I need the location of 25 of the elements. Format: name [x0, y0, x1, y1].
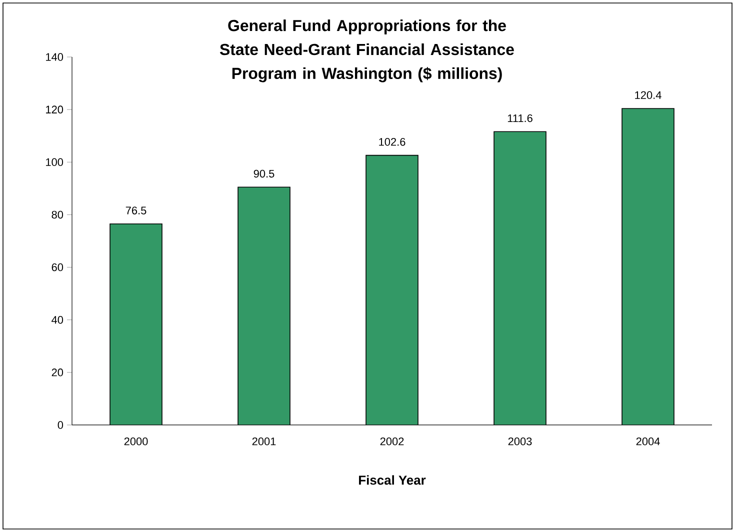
y-tick-label: 120 — [46, 106, 64, 114]
x-tick-label: 2001 — [252, 438, 276, 446]
y-tick-label: 100 — [46, 158, 64, 166]
x-tick-label: 2002 — [380, 438, 404, 446]
x-tick-label: 2000 — [124, 438, 148, 446]
chart-title: General Fund Appropriations for the State Need-Grant Financial Assistance Program in Washington ($ millions) — [220, 20, 514, 82]
y-tick-label: 20 — [52, 368, 64, 376]
y-tick-label: 0 — [58, 421, 64, 429]
bar — [238, 186, 290, 425]
bar — [110, 224, 162, 425]
y-tick-label: 80 — [52, 210, 64, 219]
y-tick-label: 60 — [52, 263, 64, 272]
data-label: 76.5 — [126, 206, 146, 214]
bar — [622, 108, 674, 425]
x-tick-label: 2004 — [636, 438, 660, 446]
x-tick-label: 2003 — [508, 438, 532, 446]
bar — [366, 154, 418, 425]
x-axis-title: Fiscal Year — [359, 475, 426, 485]
data-label: 102.6 — [379, 138, 406, 146]
y-tick-label: 40 — [52, 316, 64, 324]
bar — [494, 131, 546, 425]
data-label: 111.6 — [508, 114, 532, 122]
y-tick-label: 140 — [46, 53, 64, 61]
data-label: 120.4 — [635, 91, 662, 99]
data-label: 90.5 — [254, 170, 274, 178]
